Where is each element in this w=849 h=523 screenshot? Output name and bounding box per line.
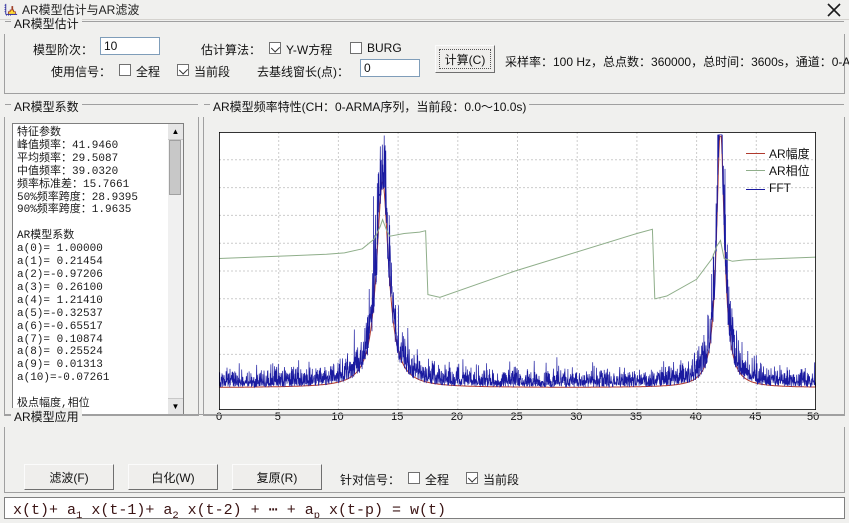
svg-text:x(t)+ a1 x(t-1)+ a2 x(t-2) + ⋯: x(t)+ a1 x(t-1)+ a2 x(t-2) + ⋯ + ap x(t-… [13,502,446,519]
